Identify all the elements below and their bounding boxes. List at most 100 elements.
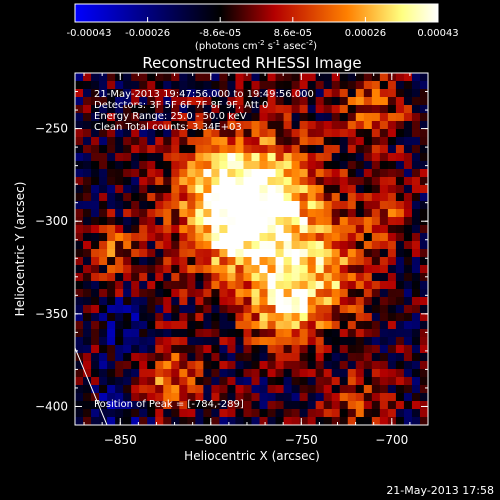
heatmap-cell	[195, 377, 204, 386]
heatmap-cell	[283, 369, 293, 378]
heatmap-cell	[147, 137, 156, 146]
heatmap-cell	[403, 249, 413, 258]
heatmap-cell	[339, 129, 349, 138]
heatmap-cell	[91, 377, 100, 386]
heatmap-cell	[275, 129, 285, 138]
heatmap-cell	[307, 377, 317, 386]
heatmap-cell	[203, 353, 212, 362]
heatmap-cell	[235, 217, 245, 226]
heatmap-cell	[99, 81, 108, 90]
heatmap-cell	[339, 73, 349, 82]
heatmap-cell	[139, 105, 148, 114]
heatmap-cell	[363, 409, 373, 418]
heatmap-cell	[267, 297, 277, 306]
heatmap-cell	[331, 257, 341, 266]
heatmap-cell	[83, 393, 92, 402]
heatmap-cell	[75, 153, 84, 162]
heatmap-cell	[155, 281, 164, 290]
heatmap-cell	[291, 193, 301, 202]
heatmap-cell	[323, 369, 333, 378]
heatmap-cell	[179, 297, 188, 306]
heatmap-cell	[75, 241, 84, 250]
heatmap-cell	[267, 217, 277, 226]
heatmap-cell	[411, 409, 421, 418]
heatmap-cell	[243, 209, 253, 218]
heatmap-cell	[115, 409, 124, 418]
heatmap-cell	[339, 81, 349, 90]
heatmap-cell	[163, 337, 172, 346]
heatmap-cell	[355, 185, 365, 194]
heatmap-cell	[163, 321, 172, 330]
heatmap-cell	[219, 337, 229, 346]
heatmap-cell	[75, 81, 84, 90]
heatmap-cell	[227, 417, 237, 425]
heatmap-cell	[371, 305, 381, 314]
heatmap-cell	[155, 393, 164, 402]
heatmap-cell	[259, 353, 269, 362]
heatmap-cell	[155, 361, 164, 370]
heatmap-cell	[339, 337, 349, 346]
heatmap-cell	[235, 257, 245, 266]
heatmap-cell	[387, 169, 397, 178]
heatmap-cell	[339, 121, 349, 130]
heatmap-cell	[187, 193, 196, 202]
heatmap-cell	[91, 129, 100, 138]
heatmap-cell	[139, 265, 148, 274]
heatmap-cell	[347, 201, 357, 210]
heatmap-cell	[171, 129, 180, 138]
heatmap-cell	[91, 265, 100, 274]
heatmap-cell	[195, 329, 204, 338]
heatmap-cell	[259, 249, 269, 258]
heatmap-cell	[363, 113, 373, 122]
heatmap-cell	[211, 105, 221, 114]
heatmap-cell	[299, 241, 309, 250]
heatmap-cell	[371, 385, 381, 394]
heatmap-cell	[211, 169, 221, 178]
heatmap-cell	[75, 321, 84, 330]
heatmap-cell	[419, 169, 428, 178]
heatmap-cell	[307, 361, 317, 370]
heatmap-cell	[315, 377, 325, 386]
heatmap-cell	[243, 185, 253, 194]
heatmap-cell	[115, 121, 124, 130]
heatmap-cell	[187, 129, 196, 138]
heatmap-cell	[195, 209, 204, 218]
heatmap-cell	[339, 137, 349, 146]
heatmap-cell	[331, 377, 341, 386]
heatmap-cell	[227, 321, 237, 330]
heatmap-cell	[283, 153, 293, 162]
heatmap-cell	[355, 225, 365, 234]
heatmap-cell	[291, 217, 301, 226]
heatmap-cell	[347, 121, 357, 130]
heatmap-cell	[227, 81, 237, 90]
heatmap-cell	[91, 305, 100, 314]
heatmap-cell	[155, 273, 164, 282]
heatmap-cell	[339, 113, 349, 122]
heatmap-cell	[283, 321, 293, 330]
heatmap-cell	[267, 193, 277, 202]
heatmap-cell	[291, 209, 301, 218]
heatmap-cell	[307, 281, 317, 290]
heatmap-cell	[387, 273, 397, 282]
heatmap-cell	[403, 97, 413, 106]
heatmap-cell	[371, 209, 381, 218]
heatmap-cell	[155, 217, 164, 226]
heatmap-cell	[187, 377, 196, 386]
heatmap-cell	[131, 273, 140, 282]
heatmap-cell	[403, 265, 413, 274]
heatmap-cell	[219, 185, 229, 194]
heatmap-cell	[195, 177, 204, 186]
heatmap-cell	[411, 305, 421, 314]
heatmap-cell	[219, 329, 229, 338]
heatmap-cell	[307, 289, 317, 298]
heatmap-cell	[195, 281, 204, 290]
heatmap-cell	[115, 241, 124, 250]
heatmap-cell	[187, 73, 196, 82]
heatmap-cell	[275, 169, 285, 178]
heatmap-cell	[315, 217, 325, 226]
heatmap-cell	[179, 201, 188, 210]
heatmap-cell	[315, 321, 325, 330]
heatmap-cell	[411, 297, 421, 306]
heatmap-cell	[291, 265, 301, 274]
heatmap-cell	[203, 257, 212, 266]
